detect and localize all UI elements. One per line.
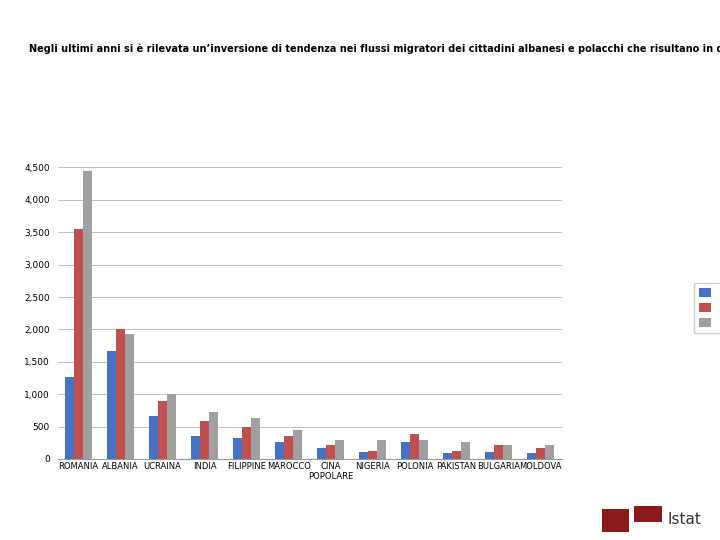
- Bar: [634, 505, 662, 522]
- Bar: [116, 329, 125, 459]
- Bar: [527, 453, 536, 459]
- Text: Istat: Istat: [667, 512, 701, 527]
- Bar: [149, 416, 158, 459]
- Bar: [251, 417, 261, 459]
- Bar: [359, 452, 368, 459]
- Bar: [368, 450, 377, 459]
- Bar: [74, 229, 84, 459]
- Bar: [602, 509, 629, 532]
- Bar: [210, 413, 218, 459]
- Bar: [233, 438, 242, 459]
- Bar: [494, 446, 503, 459]
- Bar: [293, 430, 302, 459]
- Bar: [317, 448, 326, 459]
- Text: La presenza straniera nella provincia di Terni. Aspetti demografici, sociali ed : La presenza straniera nella provincia di…: [109, 13, 524, 22]
- Bar: [336, 440, 344, 459]
- Bar: [275, 442, 284, 459]
- Bar: [452, 450, 462, 459]
- Bar: [284, 436, 293, 459]
- Bar: [536, 448, 545, 459]
- Bar: [462, 442, 470, 459]
- Bar: [107, 352, 116, 459]
- Bar: [503, 445, 513, 459]
- Bar: [84, 171, 92, 459]
- Bar: [485, 452, 494, 459]
- Bar: [191, 436, 200, 459]
- Bar: [167, 394, 176, 459]
- Bar: [401, 442, 410, 459]
- Text: Negli ultimi anni si è rilevata un’inversione di tendenza nei flussi migratori d: Negli ultimi anni si è rilevata un’inver…: [29, 43, 720, 53]
- Bar: [200, 421, 210, 459]
- Bar: [545, 446, 554, 459]
- Bar: [443, 453, 452, 459]
- Bar: [125, 334, 135, 459]
- Bar: [410, 434, 419, 459]
- Legend: 2006, 2009, 2014: 2006, 2009, 2014: [695, 283, 720, 333]
- Bar: [242, 427, 251, 459]
- Bar: [65, 377, 74, 459]
- Bar: [377, 440, 387, 459]
- Bar: [419, 440, 428, 459]
- Bar: [326, 446, 336, 459]
- Bar: [158, 401, 167, 459]
